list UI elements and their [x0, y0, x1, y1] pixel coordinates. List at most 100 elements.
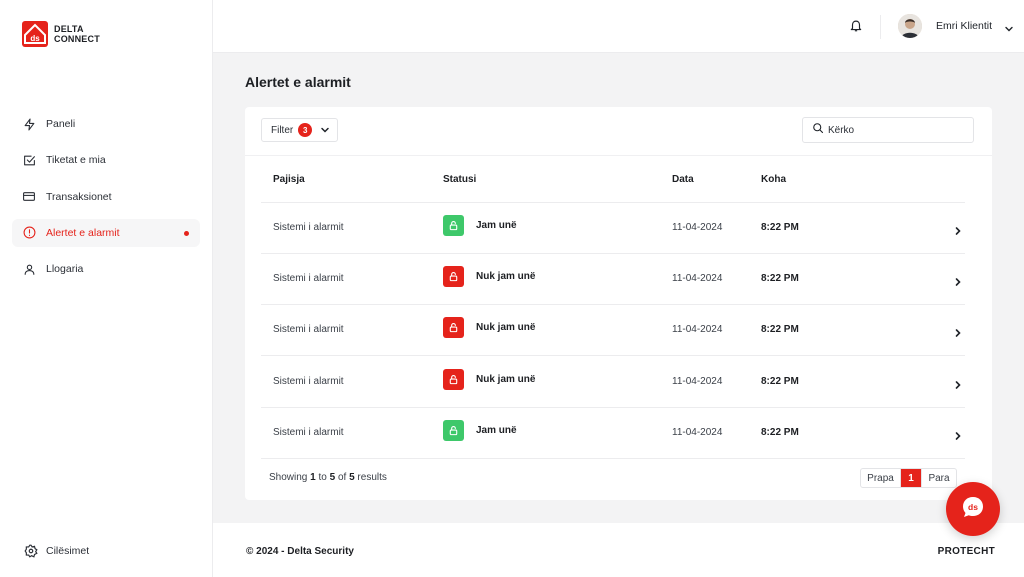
status-cell: Jam unë — [443, 215, 517, 236]
sidebar-nav: Paneli Tiketat e mia Transaksionet Alert… — [12, 110, 200, 291]
showing-prefix: Showing — [269, 472, 308, 483]
sidebar-item-tiketat[interactable]: Tiketat e mia — [12, 146, 200, 174]
brand-logo[interactable]: ds DELTA CONNECT — [22, 21, 100, 47]
alerts-card: Filter 3 Pajisja Statusi Data Koha Siste… — [245, 107, 992, 500]
status-cell: Nuk jam unë — [443, 317, 536, 339]
gear-icon — [24, 544, 38, 558]
page-button-current[interactable]: 1 — [901, 469, 921, 487]
device-cell: Sistemi i alarmit — [273, 222, 344, 233]
avatar — [898, 14, 922, 38]
divider — [245, 155, 992, 156]
showing-from: 1 — [310, 472, 316, 483]
copyright: © 2024 - Delta Security — [246, 546, 354, 557]
device-cell: Sistemi i alarmit — [273, 324, 344, 336]
search-icon — [812, 121, 824, 139]
sidebar-item-paneli[interactable]: Paneli — [12, 110, 200, 138]
svg-text:ds: ds — [968, 502, 978, 512]
svg-text:ds: ds — [30, 34, 40, 43]
notification-dot — [184, 230, 189, 236]
brand-name: DELTA CONNECT — [54, 24, 100, 44]
showing-results-word: results — [357, 472, 387, 483]
bell-icon[interactable] — [849, 18, 865, 34]
footer: © 2024 - Delta Security PROTECHT — [213, 523, 1024, 577]
lock-icon — [443, 419, 464, 441]
footer-brand: PROTECHT — [937, 546, 995, 557]
device-cell: Sistemi i alarmit — [273, 426, 344, 438]
sidebar-item-label: Alertet e alarmit — [46, 226, 120, 239]
pagination: Prapa 1 Para — [860, 468, 957, 488]
chevron-right-icon[interactable] — [953, 325, 963, 338]
filter-button[interactable]: Filter 3 — [261, 118, 338, 142]
status-label: Nuk jam unë — [476, 373, 536, 385]
divider — [880, 15, 881, 39]
sidebar-item-alertet[interactable]: Alertet e alarmit — [12, 218, 200, 247]
showing-total: 5 — [349, 472, 355, 483]
lightning-icon — [22, 117, 36, 131]
status-cell: Nuk jam unë — [443, 266, 536, 288]
table-row[interactable]: Sistemi i alarmit Nuk jam unë 11-04-2024 8:… — [261, 254, 965, 306]
next-page-button[interactable]: Para — [921, 469, 956, 487]
time-cell: 8:22 PM — [761, 426, 799, 438]
column-header-device[interactable]: Pajisja — [273, 174, 305, 185]
chat-icon: ds — [960, 494, 986, 525]
time-cell: 8:22 PM — [761, 273, 799, 285]
column-header-date[interactable]: Data — [672, 174, 694, 185]
table-row[interactable]: Sistemi i alarmit Nuk jam unë 11-04-2024 8:… — [261, 357, 965, 408]
delta-logo-icon: ds — [22, 21, 48, 47]
search-input[interactable] — [828, 124, 968, 136]
sidebar-item-llogaria[interactable]: Llogaria — [12, 255, 200, 283]
date-cell: 11-04-2024 — [672, 324, 723, 336]
sidebar: ds DELTA CONNECT Paneli Tiketat e mia Tr… — [0, 0, 213, 577]
filter-label: Filter — [271, 124, 294, 136]
showing-to: 5 — [329, 472, 336, 483]
chevron-right-icon[interactable] — [953, 223, 963, 235]
user-icon — [22, 262, 36, 276]
column-header-status[interactable]: Statusi — [443, 174, 477, 185]
showing-of-word: of — [337, 472, 347, 483]
status-label: Jam unë — [476, 424, 517, 436]
device-cell: Sistemi i alarmit — [273, 375, 344, 387]
brand-line2: CONNECT — [54, 34, 100, 44]
table-row[interactable]: Sistemi i alarmit Nuk jam unë 11-04-2024 8:… — [261, 305, 965, 357]
filter-count-badge: 3 — [298, 123, 313, 137]
table-row[interactable]: Sistemi i alarmit Jam unë 11-04-2024 8:22 P… — [261, 203, 965, 254]
settings-link[interactable]: Cilësimet — [24, 544, 89, 558]
top-bar: Emri Klientit — [213, 0, 1024, 53]
page-title: Alertet e alarmit — [245, 74, 351, 90]
chevron-right-icon[interactable] — [953, 377, 963, 389]
table-row[interactable]: Sistemi i alarmit Jam unë 11-04-2024 8:22 P… — [261, 408, 965, 459]
chevron-down-icon — [1004, 21, 1014, 32]
prev-page-button[interactable]: Prapa — [861, 469, 901, 487]
sidebar-item-label: Tiketat e mia — [46, 154, 106, 167]
time-cell: 8:22 PM — [761, 222, 799, 233]
sidebar-item-label: Transaksionet — [46, 190, 112, 203]
lock-icon — [443, 215, 464, 236]
alert-circle-icon — [22, 226, 36, 240]
results-summary: Showing 1 to 5 of 5 results — [269, 472, 387, 483]
user-name: Emri Klientit — [936, 20, 993, 32]
lock-icon — [443, 266, 464, 288]
sidebar-item-transaksionet[interactable]: Transaksionet — [12, 183, 200, 211]
brand-line1: DELTA — [54, 24, 84, 34]
divider — [261, 202, 965, 203]
column-header-time[interactable]: Koha — [761, 174, 786, 185]
user-menu[interactable]: Emri Klientit — [898, 14, 1014, 38]
chevron-down-icon — [320, 125, 330, 135]
chevron-right-icon[interactable] — [953, 274, 963, 286]
date-cell: 11-04-2024 — [672, 273, 723, 285]
status-cell: Jam unë — [443, 419, 517, 441]
search-box[interactable] — [802, 117, 974, 143]
time-cell: 8:22 PM — [761, 324, 799, 336]
date-cell: 11-04-2024 — [672, 375, 723, 387]
status-label: Jam unë — [476, 220, 517, 231]
date-cell: 11-04-2024 — [672, 426, 723, 438]
status-cell: Nuk jam unë — [443, 368, 536, 390]
status-label: Nuk jam unë — [476, 322, 536, 334]
settings-label: Cilësimet — [46, 545, 90, 557]
status-label: Nuk jam unë — [476, 271, 536, 283]
checkbox-icon — [22, 153, 36, 167]
credit-card-icon — [22, 190, 36, 204]
chevron-right-icon[interactable] — [953, 428, 963, 440]
showing-to-word: to — [318, 472, 327, 483]
chat-button[interactable]: ds — [946, 482, 1000, 536]
